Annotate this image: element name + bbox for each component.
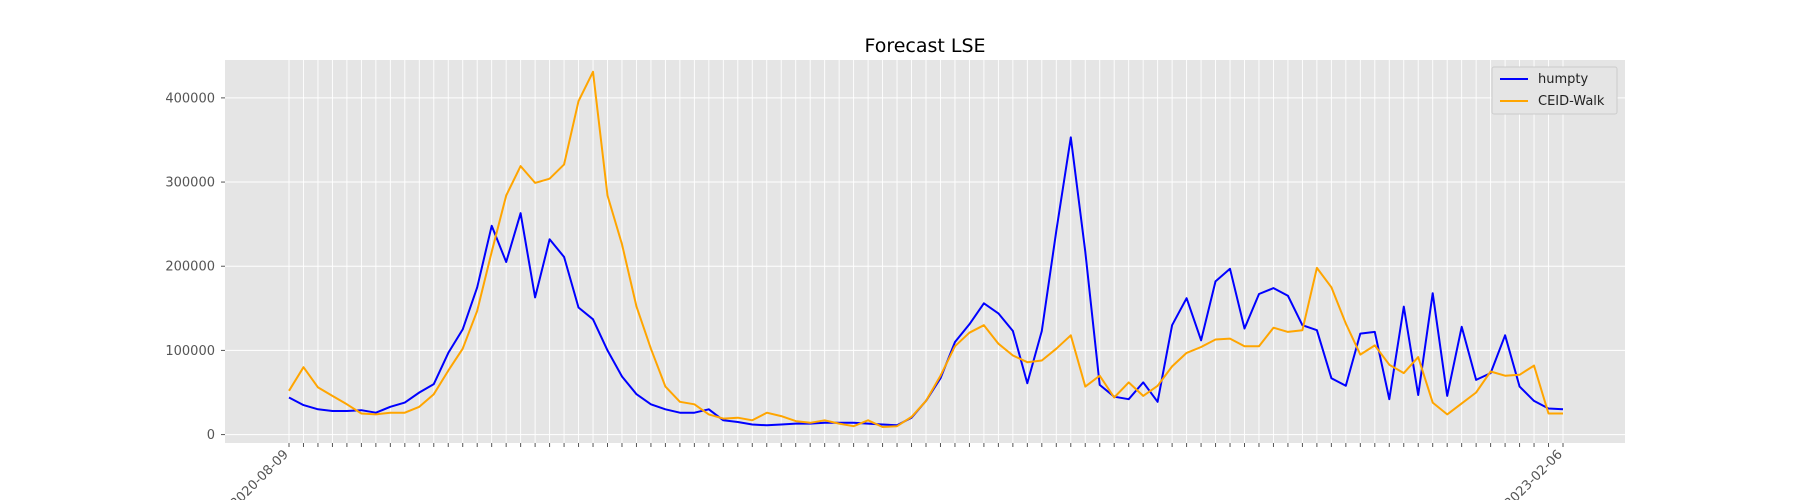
x-tick-label: 2023-02-06 (1502, 447, 1566, 500)
x-tick-label: 2020-08-09 (228, 447, 292, 500)
y-tick-label: 0 (207, 428, 215, 443)
legend-label-humpty: humpty (1538, 72, 1588, 87)
x-axis-ticks: 2020-08-09 2023-02-06 (228, 443, 1566, 504)
chart-title: Forecast LSE (864, 35, 985, 57)
series-lines (288, 70, 1564, 428)
legend-label-ceid-walk: CEID-Walk (1538, 94, 1605, 109)
y-axis-ticks: 0 100000 200000 300000 400000 (165, 91, 225, 443)
y-tick-label: 100000 (165, 344, 215, 359)
y-tick-label: 200000 (165, 260, 215, 275)
series-line-ceid-walk (288, 70, 1563, 428)
x-gridlines (288, 60, 1564, 443)
legend: humpty CEID-Walk (1491, 66, 1618, 115)
y-gridlines (225, 97, 1625, 436)
y-tick-label: 300000 (165, 176, 215, 191)
y-tick-label: 400000 (165, 91, 215, 106)
plot-background (225, 60, 1625, 443)
